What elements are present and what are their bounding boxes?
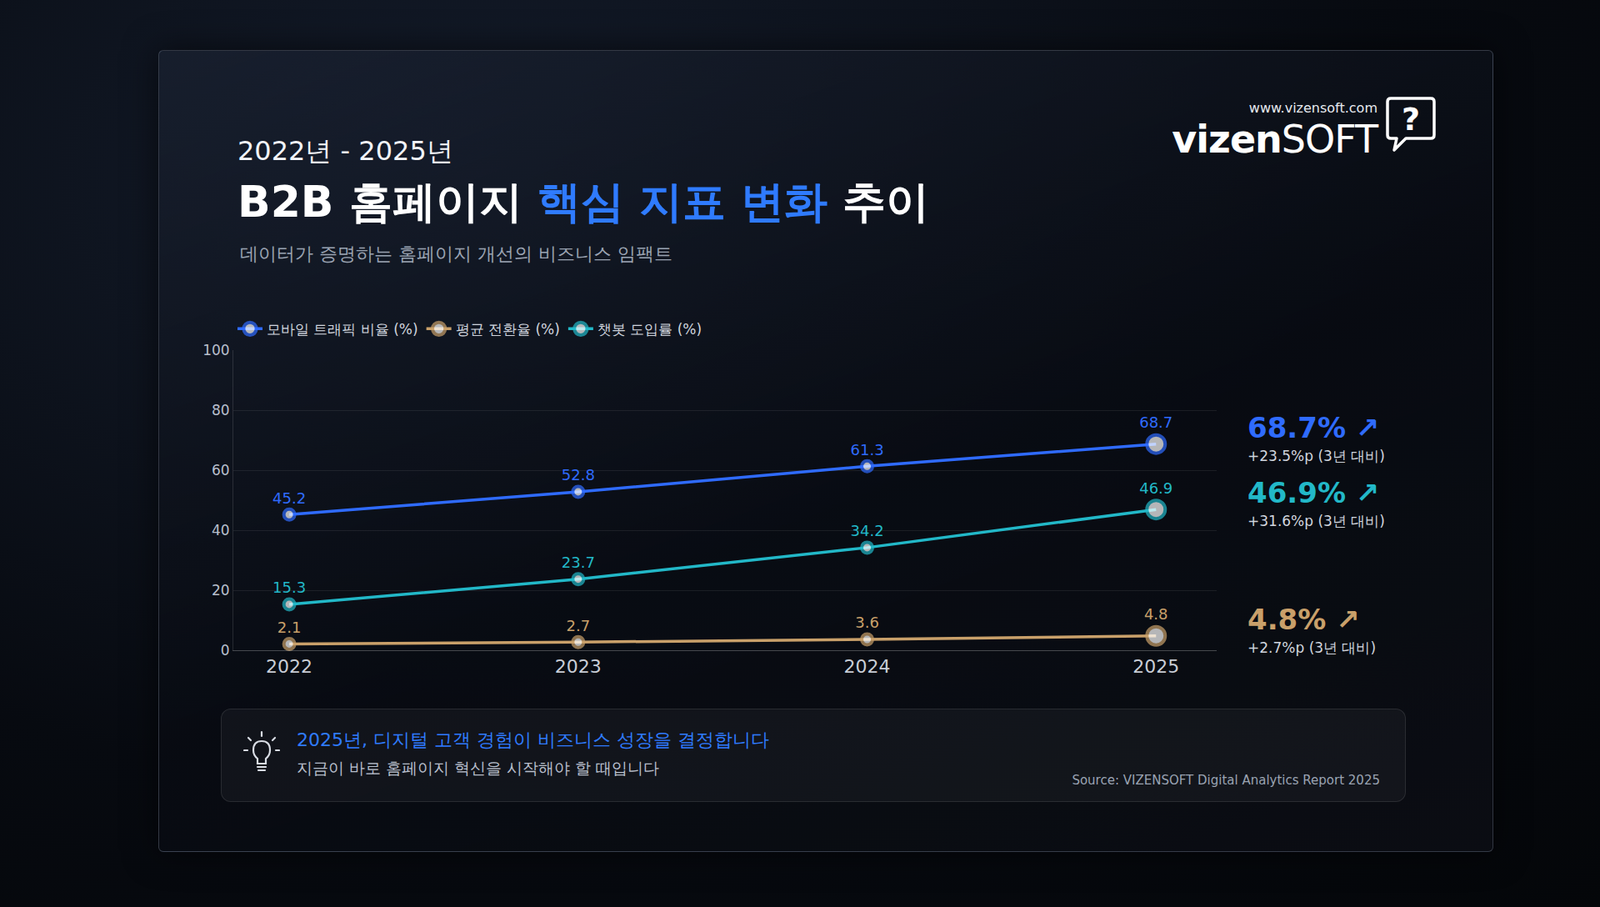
- svg-text:46.9% ↗: 46.9% ↗: [1247, 475, 1380, 510]
- svg-text:3.6: 3.6: [855, 613, 880, 631]
- svg-text:100: 100: [202, 341, 230, 359]
- svg-text:46.9: 46.9: [1139, 479, 1173, 497]
- svg-text:평균 전환율 (%): 평균 전환율 (%): [455, 320, 560, 338]
- svg-text:61.3: 61.3: [850, 440, 885, 459]
- svg-text:68.7: 68.7: [1139, 413, 1173, 431]
- html-text:2022년 - 2025년: 2022년 - 2025년: [237, 135, 454, 167]
- svg-text:2025: 2025: [1132, 655, 1180, 677]
- html-text:vizen SOFT: vizen SOFT: [1172, 116, 1378, 162]
- svg-text:4.8: 4.8: [1144, 605, 1169, 623]
- html-text:Source: VIZENSOFT Digital Anal: Source: VIZENSOFT Digital Analytics Repo…: [1072, 772, 1380, 788]
- svg-text:60: 60: [211, 461, 230, 479]
- svg-text:0: 0: [220, 641, 230, 659]
- html-text:지금이 바로 홈페이지 혁신을 시작해야 할 때입니다: 지금이 바로 홈페이지 혁신을 시작해야 할 때입니다: [296, 758, 660, 777]
- svg-text:34.2: 34.2: [850, 521, 885, 540]
- svg-text:+31.6%p (3년 대비): +31.6%p (3년 대비): [1247, 512, 1385, 530]
- svg-text:모바일 트래픽 비율 (%): 모바일 트래픽 비율 (%): [266, 320, 419, 338]
- svg-text:4.8% ↗: 4.8% ↗: [1247, 602, 1360, 636]
- svg-text:?: ?: [1401, 100, 1420, 138]
- svg-text:45.2: 45.2: [272, 489, 306, 507]
- svg-text:23.7: 23.7: [561, 553, 595, 571]
- svg-text:2023: 2023: [555, 655, 602, 677]
- svg-text:2024: 2024: [844, 655, 891, 677]
- html-text:B2B 홈페이지핵심 지표 변화추이: B2B 홈페이지핵심 지표 변화추이: [237, 176, 930, 227]
- svg-text:+2.7%p (3년 대비): +2.7%p (3년 대비): [1247, 639, 1376, 656]
- svg-text:40: 40: [211, 521, 230, 539]
- svg-text:2.7: 2.7: [566, 616, 591, 635]
- html-text:데이터가 증명하는 홈페이지 개선의 비즈니스 임팩트: 데이터가 증명하는 홈페이지 개선의 비즈니스 임팩트: [240, 243, 673, 265]
- html-text:www.vizensoft.com: www.vizensoft.com: [1249, 100, 1378, 116]
- svg-text:챗봇 도입률 (%): 챗봇 도입률 (%): [597, 320, 702, 338]
- svg-text:15.3: 15.3: [272, 578, 306, 596]
- svg-text:20: 20: [211, 581, 230, 599]
- svg-text:68.7% ↗: 68.7% ↗: [1247, 410, 1380, 445]
- svg-text:80: 80: [211, 401, 230, 419]
- svg-text:52.8: 52.8: [561, 465, 595, 484]
- svg-text:2.1: 2.1: [277, 618, 302, 636]
- svg-text:+23.5%p (3년 대비): +23.5%p (3년 대비): [1247, 447, 1385, 465]
- html-text:2025년, 디지털 고객 경험이 비즈니스 성장을 결정합: 2025년, 디지털 고객 경험이 비즈니스 성장을 결정합니다: [296, 729, 770, 750]
- svg-text:2022: 2022: [265, 655, 313, 677]
